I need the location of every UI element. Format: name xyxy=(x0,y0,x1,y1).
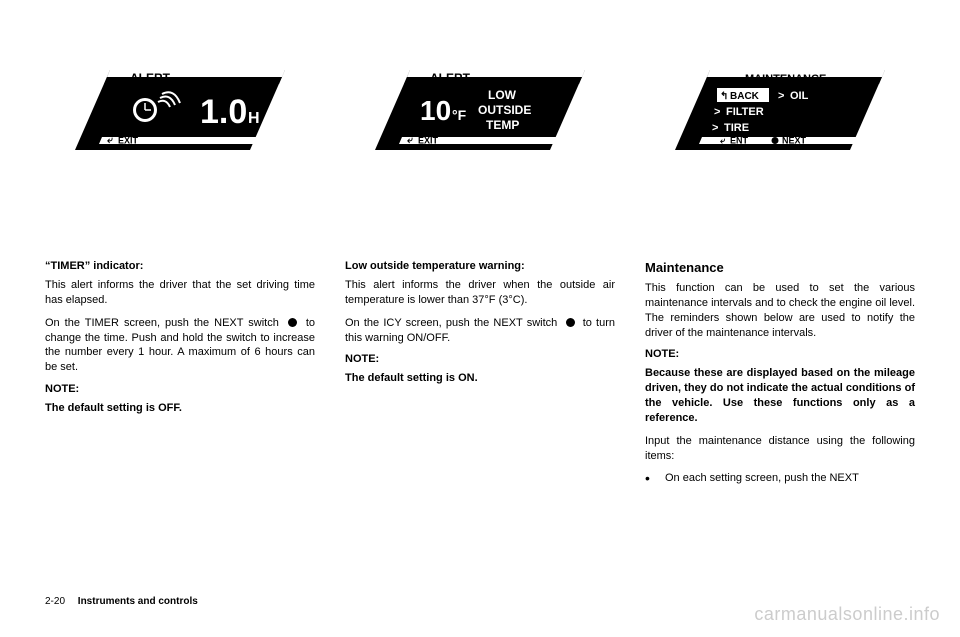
timer-display-wrap: ALERT 1.0 H ⤶ EXIT xyxy=(45,50,315,170)
ent-label: ENT xyxy=(730,136,749,146)
back-label: BACK xyxy=(730,91,760,102)
svg-text:>: > xyxy=(778,90,784,102)
exit-label-2: EXIT xyxy=(418,136,439,146)
maint-display: MAINTENANCE ↰ BACK > OIL > FILTER > TIRE… xyxy=(670,65,890,155)
page-footer: 2-20 Instruments and controls xyxy=(45,596,198,607)
note-label-3: NOTE: xyxy=(645,348,915,360)
section-name: Instruments and controls xyxy=(78,596,198,607)
exit-icon-2: ⤶ xyxy=(407,135,413,146)
temp-line3: TEMP xyxy=(486,118,519,132)
timer-p2: On the TIMER screen, push the NEXT switc… xyxy=(45,316,315,375)
timer-unit: H xyxy=(248,110,260,127)
next-label: NEXT xyxy=(782,136,807,146)
temp-heading: Low outside temperature warning: xyxy=(345,260,615,272)
exit-icon: ⤶ xyxy=(107,135,113,146)
bullet-marker: • xyxy=(645,471,655,486)
next-switch-icon xyxy=(288,318,297,327)
maint-header: MAINTENANCE xyxy=(745,73,826,85)
note-text-2: The default setting is ON. xyxy=(345,371,615,386)
maint-tire: TIRE xyxy=(724,122,749,134)
note-label-2: NOTE: xyxy=(345,353,615,365)
temp-display: ALERT 10 °F LOW OUTSIDE TEMP ⤶ EXIT xyxy=(370,65,590,155)
maint-oil: OIL xyxy=(790,90,809,102)
temp-display-wrap: ALERT 10 °F LOW OUTSIDE TEMP ⤶ EXIT xyxy=(345,50,615,170)
note-label-1: NOTE: xyxy=(45,383,315,395)
column-2: ALERT 10 °F LOW OUTSIDE TEMP ⤶ EXIT Low … xyxy=(345,50,615,570)
svg-text:>: > xyxy=(712,122,718,134)
column-3: MAINTENANCE ↰ BACK > OIL > FILTER > TIRE… xyxy=(645,50,915,570)
temp-line2: OUTSIDE xyxy=(478,103,531,117)
temp-p2a: On the ICY screen, push the NEXT switch xyxy=(345,317,557,329)
temp-p2: On the ICY screen, push the NEXT switch … xyxy=(345,316,615,346)
exit-label: EXIT xyxy=(118,136,139,146)
page-columns: ALERT 1.0 H ⤶ EXIT xyxy=(45,50,915,570)
svg-text:>: > xyxy=(714,106,720,118)
alert-header: ALERT xyxy=(130,71,171,85)
page-number: 2-20 xyxy=(45,596,65,607)
timer-heading: “TIMER” indicator: xyxy=(45,260,315,272)
maint-filter: FILTER xyxy=(726,106,764,118)
temp-p1: This alert informs the driver when the o… xyxy=(345,278,615,308)
maint-p1: This function can be used to set the var… xyxy=(645,281,915,340)
column-1: ALERT 1.0 H ⤶ EXIT xyxy=(45,50,315,570)
timer-value: 1.0 xyxy=(200,93,247,131)
timer-p1: This alert informs the driver that the s… xyxy=(45,278,315,308)
next-switch-icon-2 xyxy=(566,318,575,327)
maint-bullet-1: • On each setting screen, push the NEXT xyxy=(645,471,915,486)
timer-display: ALERT 1.0 H ⤶ EXIT xyxy=(70,65,290,155)
note-text-3: Because these are displayed based on the… xyxy=(645,366,915,425)
maint-p2: Input the maintenance distance using the… xyxy=(645,434,915,464)
timer-p2a: On the TIMER screen, push the NEXT switc… xyxy=(45,317,279,329)
temp-value: 10 xyxy=(420,95,451,126)
note-text-1: The default setting is OFF. xyxy=(45,401,315,416)
maint-subheading: Maintenance xyxy=(645,260,915,275)
bullet-text: On each setting screen, push the NEXT xyxy=(665,471,915,486)
back-icon: ↰ xyxy=(720,91,728,102)
temp-line1: LOW xyxy=(488,88,517,102)
watermark: carmanualsonline.info xyxy=(754,604,940,625)
maint-display-wrap: MAINTENANCE ↰ BACK > OIL > FILTER > TIRE… xyxy=(645,50,915,170)
alert-header-2: ALERT xyxy=(430,71,471,85)
temp-unit: °F xyxy=(452,107,467,123)
